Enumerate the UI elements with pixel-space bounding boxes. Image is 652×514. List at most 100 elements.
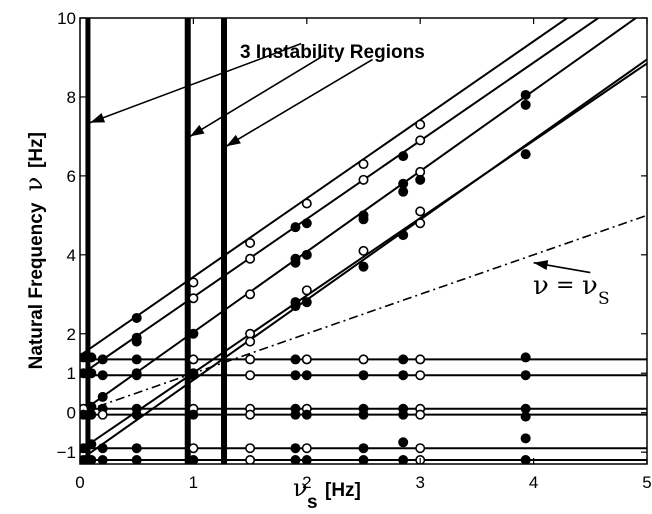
y-tick-label: −1 [57, 443, 76, 462]
data-point [86, 368, 97, 379]
x-tick-label: 0 [75, 473, 84, 492]
data-point-open [358, 354, 369, 365]
instability-arrow-2-head [226, 134, 241, 147]
diagonal-line-4 [80, 58, 647, 461]
data-point-open [188, 443, 199, 454]
data-point [131, 443, 142, 454]
data-point-open [245, 289, 256, 300]
y-tick-label: 2 [67, 325, 76, 344]
data-point [398, 186, 409, 197]
instability-arrow-0-head [90, 113, 106, 123]
data-point [520, 352, 531, 363]
data-point [301, 218, 312, 229]
data-point [86, 439, 97, 450]
data-point [520, 411, 531, 422]
data-point [520, 403, 531, 414]
data-point-open [301, 443, 312, 454]
y-tick-label: 10 [57, 9, 76, 28]
data-point [398, 455, 409, 464]
y-axis-label-symbol: ν [20, 177, 48, 192]
chart-points [80, 89, 531, 464]
data-point [398, 151, 409, 162]
data-point [358, 455, 369, 464]
data-point-open [245, 354, 256, 365]
data-point-open [358, 245, 369, 256]
x-tick-label: 5 [642, 473, 651, 492]
data-point [301, 409, 312, 420]
data-point [97, 443, 108, 454]
data-point [188, 328, 199, 339]
data-point-open [245, 370, 256, 381]
data-point [188, 370, 199, 381]
instability-arrow-0-shaft [89, 42, 302, 124]
data-point [97, 370, 108, 381]
data-point-open [188, 277, 199, 288]
data-point-open [358, 159, 369, 170]
data-point [131, 336, 142, 347]
x-tick-label: 4 [529, 473, 538, 492]
data-point [188, 409, 199, 420]
x-tick-label: 3 [415, 473, 424, 492]
data-point-open [415, 370, 426, 381]
data-point [80, 455, 89, 464]
data-point [301, 370, 312, 381]
data-point-open [245, 409, 256, 420]
data-point [358, 443, 369, 454]
y-tick-label: 0 [67, 404, 76, 423]
data-point [398, 437, 409, 448]
data-point-open [245, 443, 256, 454]
data-point-open [415, 119, 426, 130]
x-tick-label: 2 [302, 473, 311, 492]
x-tick-label: 1 [189, 473, 198, 492]
y-axis-label-unit: [Hz] [26, 132, 47, 168]
data-point [131, 409, 142, 420]
x-axis-label-subscript: s [307, 492, 318, 513]
data-point [80, 352, 89, 363]
reference-line [80, 214, 647, 414]
data-point [398, 178, 409, 189]
y-tick-label: 8 [67, 88, 76, 107]
data-point [131, 455, 142, 464]
data-point [290, 354, 301, 365]
data-point [520, 149, 531, 160]
data-point [290, 455, 301, 464]
chart-lines [80, 18, 647, 464]
ref-label-rhs: ν [582, 271, 598, 301]
y-tick-label: 1 [67, 364, 76, 383]
instability-arrow-2-shaft [225, 58, 373, 147]
data-point-open [245, 253, 256, 264]
data-point [520, 433, 531, 444]
data-point [415, 174, 426, 185]
data-point [301, 249, 312, 260]
data-point [80, 443, 89, 454]
data-point-open [245, 455, 256, 464]
data-point [290, 297, 301, 308]
axes-frame [79, 17, 648, 465]
data-point [398, 370, 409, 381]
data-point [86, 455, 97, 464]
data-point [290, 253, 301, 264]
data-point-open [415, 409, 426, 420]
x-axis-label-unit: [Hz] [325, 480, 361, 501]
x-axis-label-symbol: ν [293, 474, 308, 502]
axis-ticks: 0 1 2 3 4 5 −1 0 1 2 4 6 8 10 [57, 9, 652, 492]
data-point [97, 354, 108, 365]
data-point [520, 99, 531, 110]
data-point [358, 261, 369, 272]
data-point [398, 230, 409, 241]
y-tick-label: 6 [67, 167, 76, 186]
y-axis-label-text: Natural Frequency [26, 202, 47, 369]
x-axis-label: ν s [Hz] [293, 474, 361, 513]
reference-arrow-head [533, 260, 549, 271]
data-point-open [415, 354, 426, 365]
data-point-open [245, 237, 256, 248]
y-axis-label: Natural Frequency ν [Hz] [20, 132, 48, 369]
data-point [131, 312, 142, 323]
data-point [398, 354, 409, 365]
data-point [520, 89, 531, 100]
y-tick-label: 4 [67, 246, 76, 265]
data-point [290, 443, 301, 454]
data-point-open [188, 354, 199, 365]
data-point-open [301, 285, 312, 296]
